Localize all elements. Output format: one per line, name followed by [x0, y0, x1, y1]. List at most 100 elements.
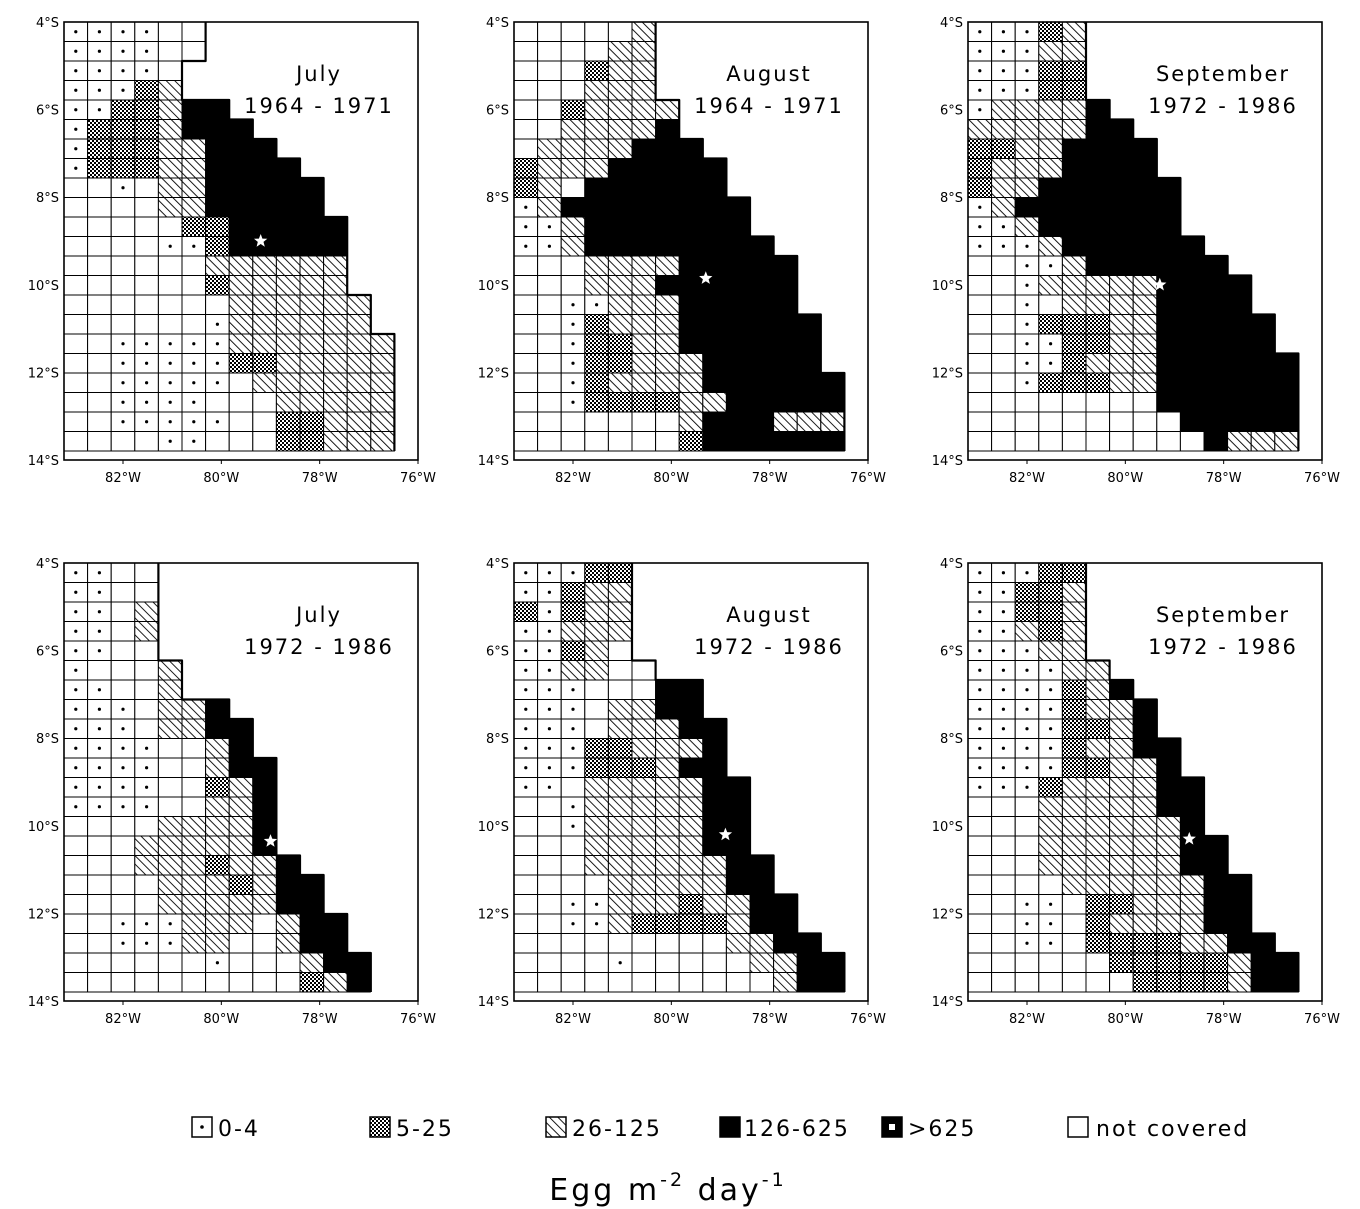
legend-item-0-4: 0-4	[191, 1116, 258, 1142]
cell-5-25	[87, 158, 112, 179]
cell-26-125	[631, 372, 657, 393]
cell-126-625	[1132, 718, 1158, 739]
land-cell	[797, 61, 822, 82]
land-cell	[252, 719, 277, 740]
land-cell	[370, 80, 395, 101]
land-cell	[252, 621, 277, 642]
cell-not-covered	[181, 972, 207, 993]
cell-not-covered	[537, 933, 562, 954]
cell-26-125	[607, 816, 633, 837]
latitude-tick-label: 14°S	[28, 995, 59, 1010]
cell-26-125	[607, 601, 633, 622]
cell-126-625	[1109, 138, 1134, 159]
cell-126-625	[773, 913, 798, 934]
cell-5-25	[1085, 718, 1111, 739]
land-cell	[1180, 641, 1205, 662]
land-cell	[750, 119, 775, 140]
cell-not-covered	[513, 835, 539, 856]
cell-126-625	[678, 333, 704, 354]
cell-not-covered	[63, 177, 89, 198]
cell-not-covered	[252, 933, 277, 954]
cell-26-125	[1109, 353, 1134, 374]
cell-126-625	[1109, 119, 1134, 140]
cell-126-625	[1132, 138, 1158, 159]
land-cell	[1109, 22, 1134, 43]
cell-not-covered	[134, 236, 159, 257]
cell-26-125	[1132, 372, 1158, 393]
cell-26-125	[1061, 796, 1087, 817]
cell-5-25	[1038, 80, 1063, 101]
cell-126-625	[1156, 236, 1181, 257]
cell-26-125	[205, 255, 230, 276]
cell-dot	[168, 342, 172, 346]
cell-not-covered	[1014, 431, 1040, 452]
land-cell	[655, 602, 680, 623]
cell-26-125	[796, 411, 822, 432]
land-cell	[773, 178, 798, 199]
cell-not-covered	[537, 855, 562, 876]
cell-not-covered	[537, 411, 562, 432]
cell-not-covered	[134, 679, 159, 700]
land-cell	[370, 217, 395, 238]
cell-not-covered	[967, 855, 993, 876]
cell-5-25	[513, 601, 539, 622]
cell-26-125	[631, 80, 657, 101]
cell-26-125	[537, 197, 562, 218]
cell-26-125	[275, 372, 301, 393]
cell-not-covered	[63, 972, 89, 993]
cell-not-covered	[560, 275, 586, 296]
cell-not-covered	[631, 952, 657, 973]
latitude-tick-label: 14°S	[932, 995, 963, 1010]
cell-not-covered	[655, 431, 680, 452]
cell-dot	[97, 707, 101, 711]
cell-26-125	[631, 835, 657, 856]
latitude-tick-label: 10°S	[932, 820, 963, 835]
land-cell	[726, 158, 751, 179]
land-cell	[702, 41, 727, 62]
land-cell	[726, 582, 751, 603]
cell-126-625	[1227, 314, 1252, 335]
cell-not-covered	[1038, 392, 1063, 413]
latitude-tick-label: 10°S	[478, 279, 509, 294]
cell-5-25	[513, 158, 539, 179]
cell-26-125	[773, 411, 798, 432]
land-cell	[797, 914, 822, 935]
land-cell	[370, 914, 395, 935]
land-cell	[323, 119, 348, 140]
cell-126-625	[1085, 138, 1111, 159]
longitude-tick-label: 76°W	[400, 471, 436, 486]
cell-126-625	[323, 216, 348, 237]
cell-not-covered	[1109, 972, 1134, 993]
cell-126-625	[1227, 294, 1252, 315]
land-cell	[1274, 875, 1299, 896]
cell-126-625	[702, 796, 727, 817]
cell-26-125	[228, 835, 254, 856]
cell-126-625	[678, 197, 704, 218]
cell-5-25	[275, 411, 301, 432]
land-cell	[773, 641, 798, 662]
land-cell	[797, 699, 822, 720]
cell-126-625	[702, 411, 727, 432]
cell-not-covered	[584, 431, 609, 452]
cell-126-625	[1061, 138, 1087, 159]
land-cell	[300, 602, 325, 623]
cell-not-covered	[252, 972, 277, 993]
cell-dot	[571, 688, 575, 692]
tick-labels: 4°S6°S8°S10°S12°S14°S82°W 80°W 78°W 76°W	[28, 557, 436, 1027]
map-panel-july-1964-1971: 4°S6°S8°S10°S12°S14°S82°W 80°W 78°W 76°W Ju…	[28, 16, 436, 486]
cell-5-25	[607, 562, 633, 583]
cell-26-125	[1109, 372, 1134, 393]
cell-26-125	[631, 314, 657, 335]
longitude-tick-label: 80°W	[653, 471, 689, 486]
cell-126-625	[1156, 353, 1181, 374]
land-cell	[1274, 777, 1299, 798]
cell-not-covered	[1061, 431, 1087, 452]
cell-not-covered	[1085, 392, 1111, 413]
cell-26-125	[157, 197, 183, 218]
cell-not-covered	[87, 816, 112, 837]
cell-not-covered	[1085, 952, 1111, 973]
land-cell	[276, 119, 301, 140]
cell-26-125	[181, 835, 207, 856]
cell-126-625	[1203, 392, 1229, 413]
land-cell	[632, 563, 657, 584]
